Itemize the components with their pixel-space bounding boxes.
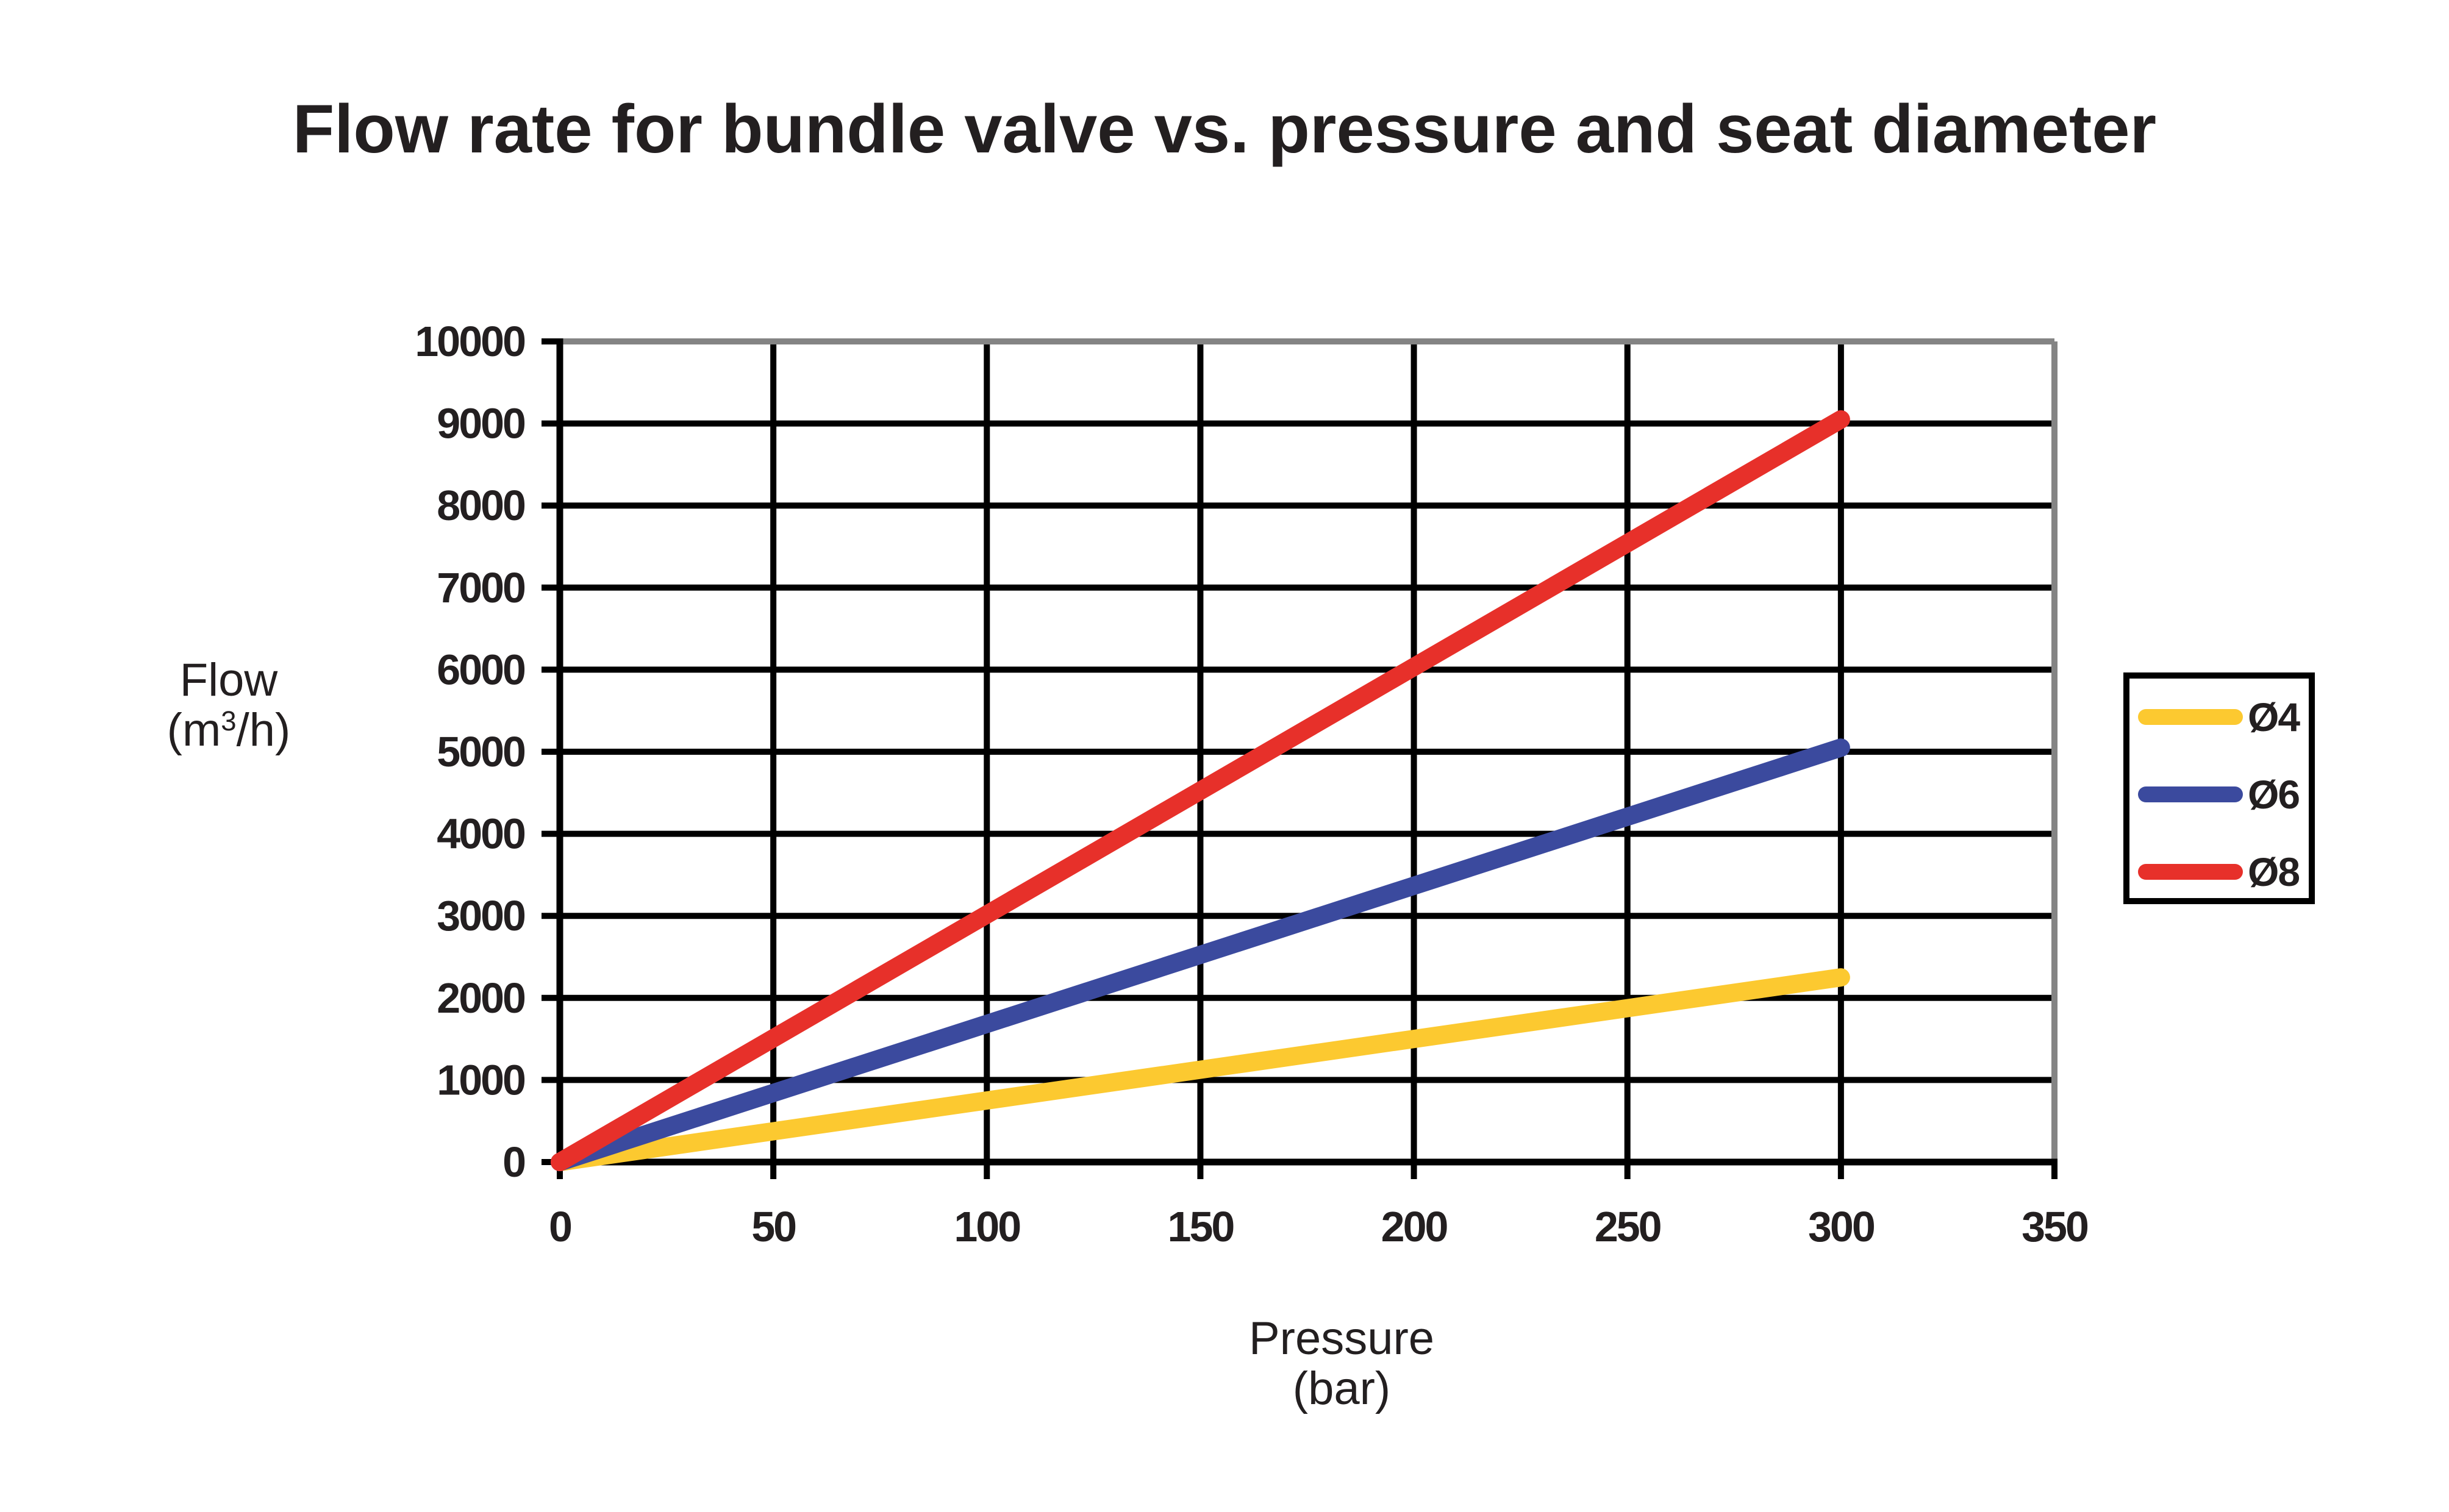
y-axis-label: Flow (m3/h): [122, 655, 335, 755]
x-tick-label-50: 50: [751, 1203, 796, 1250]
y-axis-label-unit: (m3/h): [122, 705, 335, 755]
y-unit-prefix: (m: [166, 704, 221, 757]
y-tick-label-4000: 4000: [437, 810, 525, 858]
series-lines: [551, 410, 1850, 1171]
grid: [560, 341, 2054, 1162]
legend-swatch-d8: [2138, 864, 2243, 880]
x-axis-label-text: Pressure: [1248, 1313, 1435, 1364]
y-tick-label-1000: 1000: [437, 1056, 525, 1104]
legend: Ø4 Ø6 Ø8: [2123, 672, 2315, 904]
legend-item-d8: Ø8: [2138, 844, 2300, 899]
y-tick-label-9000: 9000: [437, 400, 525, 448]
tick-labels: 0100020003000400050006000700080009000100…: [415, 318, 2090, 1250]
x-tick-label-150: 150: [1168, 1203, 1234, 1250]
legend-swatch-d6: [2138, 786, 2243, 802]
legend-label-d8: Ø8: [2248, 849, 2300, 894]
y-tick-label-7000: 7000: [437, 564, 525, 612]
y-unit-superscript: 3: [221, 705, 237, 736]
y-axis-label-text: Flow: [179, 654, 278, 706]
legend-swatch-d4: [2138, 709, 2243, 725]
y-tick-label-0: 0: [502, 1138, 525, 1186]
y-tick-label-3000: 3000: [437, 892, 525, 940]
y-tick-label-8000: 8000: [437, 482, 525, 529]
x-axis-label-unit: (bar): [1292, 1363, 1391, 1415]
series-line-2: [551, 410, 1850, 1171]
series-line-1: [551, 738, 1850, 1171]
x-tick-label-200: 200: [1381, 1203, 1448, 1250]
y-tick-label-10000: 10000: [415, 318, 525, 365]
y-tick-label-5000: 5000: [437, 728, 525, 776]
x-tick-label-250: 250: [1595, 1203, 1661, 1250]
x-tick-label-350: 350: [2022, 1203, 2088, 1250]
chart-title: Flow rate for bundle valve vs. pressure …: [292, 91, 2157, 167]
x-tick-label-100: 100: [954, 1203, 1020, 1250]
legend-label-d4: Ø4: [2248, 694, 2300, 740]
y-tick-label-6000: 6000: [437, 646, 525, 693]
legend-item-d4: Ø4: [2138, 690, 2300, 744]
legend-label-d6: Ø6: [2248, 772, 2300, 817]
x-tick-label-300: 300: [1808, 1203, 1875, 1250]
y-unit-suffix: /h): [236, 704, 291, 757]
x-tick-label-0: 0: [549, 1203, 571, 1250]
x-axis-label: Pressure (bar): [1113, 1313, 1570, 1415]
y-tick-label-2000: 2000: [437, 974, 525, 1022]
legend-item-d6: Ø6: [2138, 767, 2300, 822]
plot-frame: [542, 338, 2058, 1179]
series-line-0: [551, 968, 1850, 1171]
